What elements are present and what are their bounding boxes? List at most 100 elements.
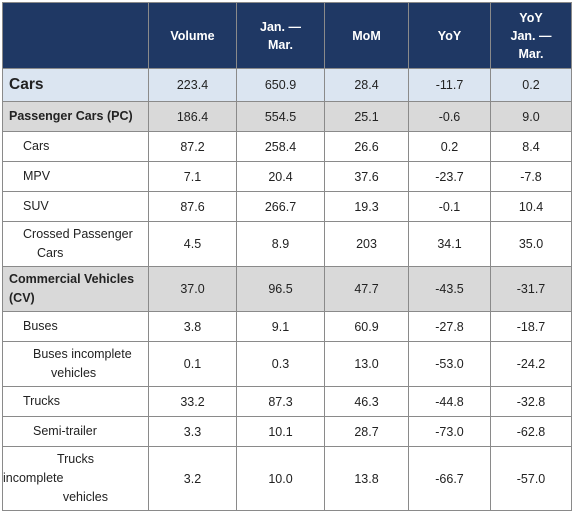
cell-yoy-jan-mar: 35.0	[490, 221, 572, 267]
table-row-commercial-vehicles: Commercial Vehicles (CV) 37.0 96.5 47.7 …	[2, 266, 572, 312]
row-label-line2: Cars	[37, 246, 64, 260]
cell-volume: 3.3	[148, 416, 237, 447]
cell-jan-mar: 96.5	[236, 266, 325, 312]
cell-jan-mar: 87.3	[236, 386, 325, 417]
table-row-passenger-cars: Passenger Cars (PC) 186.4 554.5 25.1 -0.…	[2, 101, 572, 132]
row-label: Trucks incomplete vehicles	[2, 446, 149, 511]
header-blank	[2, 2, 149, 69]
table-row-semi-trailer: Semi-trailer 3.3 10.1 28.7 -73.0 -62.8	[2, 416, 572, 447]
row-label: MPV	[2, 161, 149, 192]
header-volume: Volume	[148, 2, 237, 69]
cell-volume: 33.2	[148, 386, 237, 417]
cell-mom: 28.7	[324, 416, 409, 447]
table-row-trucks-incomplete: Trucks incomplete vehicles 3.2 10.0 13.8…	[2, 446, 572, 511]
cell-volume: 4.5	[148, 221, 237, 267]
cell-jan-mar: 554.5	[236, 101, 325, 132]
row-label: Passenger Cars (PC)	[2, 101, 149, 132]
table-row-trucks: Trucks 33.2 87.3 46.3 -44.8 -32.8	[2, 386, 572, 417]
cell-jan-mar: 0.3	[236, 341, 325, 387]
cell-yoy-jan-mar: 8.4	[490, 131, 572, 162]
cell-mom: 25.1	[324, 101, 409, 132]
cell-yoy: -73.0	[408, 416, 491, 447]
cell-jan-mar: 650.9	[236, 68, 325, 102]
cell-yoy-jan-mar: 9.0	[490, 101, 572, 132]
row-label-line2: (CV)	[9, 291, 35, 305]
cell-volume: 7.1	[148, 161, 237, 192]
cell-yoy: -43.5	[408, 266, 491, 312]
cell-yoy: -23.7	[408, 161, 491, 192]
cell-yoy-jan-mar: -32.8	[490, 386, 572, 417]
cell-yoy: -66.7	[408, 446, 491, 511]
cell-yoy-jan-mar: -7.8	[490, 161, 572, 192]
row-label-line3: vehicles	[62, 490, 108, 504]
cell-jan-mar: 10.1	[236, 416, 325, 447]
header-row: Volume Jan. — Mar. MoM YoY YoY Jan. — Ma…	[2, 2, 572, 69]
row-label: Buses	[2, 311, 149, 342]
cell-jan-mar: 266.7	[236, 191, 325, 222]
row-label: Cars	[2, 131, 149, 162]
header-jan-mar-line1: Jan. —	[260, 19, 301, 34]
cell-yoy-jan-mar: -57.0	[490, 446, 572, 511]
table-row-buses-incomplete: Buses incomplete vehicles 0.1 0.3 13.0 -…	[2, 341, 572, 387]
cell-yoy-jan-mar: 10.4	[490, 191, 572, 222]
row-label-line1: Crossed Passenger	[23, 227, 133, 241]
header-yoy-jan-mar-line2: Jan. —	[510, 28, 552, 43]
cell-volume: 87.6	[148, 191, 237, 222]
cell-mom: 26.6	[324, 131, 409, 162]
header-yoy-jan-mar-line1: YoY	[519, 10, 543, 25]
cell-yoy: -53.0	[408, 341, 491, 387]
header-mom: MoM	[324, 2, 409, 69]
cell-yoy-jan-mar: 0.2	[490, 68, 572, 102]
row-label: Commercial Vehicles (CV)	[2, 266, 149, 312]
row-label-line2: incomplete	[3, 471, 64, 485]
cell-mom: 60.9	[324, 311, 409, 342]
cell-jan-mar: 10.0	[236, 446, 325, 511]
row-label: Semi-trailer	[2, 416, 149, 447]
cell-jan-mar: 9.1	[236, 311, 325, 342]
cell-yoy: 0.2	[408, 131, 491, 162]
cell-jan-mar: 8.9	[236, 221, 325, 267]
table-row-mpv: MPV 7.1 20.4 37.6 -23.7 -7.8	[2, 161, 572, 192]
cell-mom: 203	[324, 221, 409, 267]
row-label-line1: Buses incomplete	[33, 347, 132, 361]
row-label-line1: Commercial Vehicles	[9, 272, 135, 286]
cell-yoy-jan-mar: -62.8	[490, 416, 572, 447]
cell-mom: 19.3	[324, 191, 409, 222]
header-jan-mar-line2: Mar.	[267, 37, 293, 52]
cell-volume: 3.2	[148, 446, 237, 511]
header-yoy-jan-mar: YoY Jan. — Mar.	[490, 2, 572, 69]
header-jan-mar: Jan. — Mar.	[236, 2, 325, 69]
row-label-line1: Trucks	[56, 452, 95, 466]
cell-volume: 3.8	[148, 311, 237, 342]
cell-mom: 46.3	[324, 386, 409, 417]
table-row-cars: Cars 87.2 258.4 26.6 0.2 8.4	[2, 131, 572, 162]
cell-mom: 37.6	[324, 161, 409, 192]
cell-yoy: -44.8	[408, 386, 491, 417]
row-label: Trucks	[2, 386, 149, 417]
table-row-crossed-passenger-cars: Crossed Passenger Cars 4.5 8.9 203 34.1 …	[2, 221, 572, 267]
cell-yoy: -0.6	[408, 101, 491, 132]
table-row-buses: Buses 3.8 9.1 60.9 -27.8 -18.7	[2, 311, 572, 342]
row-label: Buses incomplete vehicles	[2, 341, 149, 387]
cell-volume: 0.1	[148, 341, 237, 387]
cell-yoy-jan-mar: -18.7	[490, 311, 572, 342]
vehicle-sales-table: Volume Jan. — Mar. MoM YoY YoY Jan. — Ma…	[2, 2, 572, 511]
row-label: SUV	[2, 191, 149, 222]
cell-volume: 87.2	[148, 131, 237, 162]
cell-yoy-jan-mar: -24.2	[490, 341, 572, 387]
cell-yoy: -0.1	[408, 191, 491, 222]
cell-jan-mar: 20.4	[236, 161, 325, 192]
cell-mom: 47.7	[324, 266, 409, 312]
row-label-line2: vehicles	[51, 366, 97, 380]
table-row-suv: SUV 87.6 266.7 19.3 -0.1 10.4	[2, 191, 572, 222]
cell-mom: 13.8	[324, 446, 409, 511]
row-label: Cars	[2, 68, 149, 102]
cell-yoy: -11.7	[408, 68, 491, 102]
header-yoy-jan-mar-line3: Mar.	[518, 46, 544, 61]
cell-volume: 186.4	[148, 101, 237, 132]
cell-volume: 37.0	[148, 266, 237, 312]
header-yoy: YoY	[408, 2, 491, 69]
cell-mom: 13.0	[324, 341, 409, 387]
cell-volume: 223.4	[148, 68, 237, 102]
cell-mom: 28.4	[324, 68, 409, 102]
